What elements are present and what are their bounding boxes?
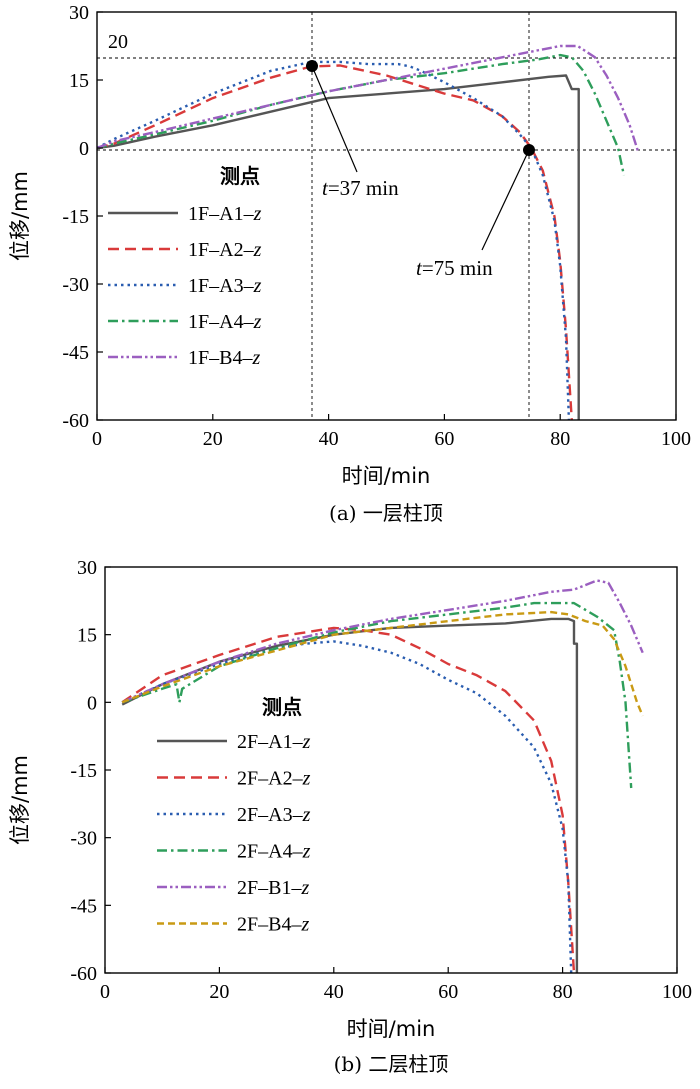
annotation-75-label: t=75 min bbox=[416, 256, 493, 280]
series-line-1f-a4-z bbox=[96, 53, 626, 176]
x-tick-label: 0 bbox=[100, 981, 110, 1003]
y-tick-label: -45 bbox=[70, 895, 97, 917]
annotation-75: t=75 min bbox=[416, 144, 535, 280]
legend-label-1f-b4-z: 1F–B4–z bbox=[188, 347, 260, 369]
x-axis-title: 时间/min bbox=[347, 1017, 436, 1041]
series-line-1f-a1-z bbox=[96, 74, 580, 420]
x-tick-label: 80 bbox=[550, 428, 570, 450]
series-line-2f-b1-z bbox=[121, 579, 644, 704]
series-line-2f-a4-z bbox=[121, 601, 633, 789]
panel-b-caption: (b) 二层柱顶 bbox=[334, 1052, 449, 1076]
legend-label-2f-a4-z: 2F–A4–z bbox=[237, 841, 311, 863]
series-line-1f-b4-z bbox=[96, 44, 640, 153]
series-line-2f-a2-z bbox=[121, 626, 576, 974]
legend-label-2f-a1-z: 2F–A1–z bbox=[237, 731, 311, 753]
legend-label-2f-b4-z: 2F–B4–z bbox=[237, 914, 309, 936]
y-axis-title: 位移/mm bbox=[8, 171, 32, 261]
leader-75 bbox=[481, 149, 530, 251]
x-tick-label: 40 bbox=[319, 428, 339, 450]
y-tick-label: -15 bbox=[70, 760, 97, 782]
legend: 测点 2F–A1–z 2F–A2–z 2F–A3–z 2F–A4–z 2F–B1–z 2F… bbox=[157, 695, 311, 936]
legend-label-2f-a2-z: 2F–A2–z bbox=[237, 768, 311, 790]
y-tick-label: -45 bbox=[62, 342, 89, 364]
x-tick-label: 40 bbox=[324, 981, 344, 1003]
x-tick-label: 0 bbox=[92, 428, 102, 450]
legend-label-1f-a3-z: 1F–A3–z bbox=[188, 275, 262, 297]
x-ticks: 0 20 40 60 80 100 bbox=[100, 967, 692, 1003]
series-line-2f-b4-z bbox=[121, 610, 644, 717]
axes bbox=[96, 11, 677, 421]
panel-a-chart: 20 0 20 40 60 80 100 30 15 0 -15 -30 -45 -60 t=37 m… bbox=[8, 2, 691, 525]
series-group bbox=[121, 579, 644, 974]
x-tick-label: 60 bbox=[438, 981, 458, 1003]
panel-b-chart: 0 20 40 60 80 100 30 15 0 -15 -30 -45 -60 测点 2F–A1–… bbox=[8, 557, 692, 1076]
y-tick-label: 15 bbox=[69, 70, 89, 92]
reference-lines: 20 bbox=[97, 12, 676, 420]
x-axis-title: 时间/min bbox=[342, 464, 431, 488]
y-ticks: 30 15 0 -15 -30 -45 -60 bbox=[62, 2, 103, 432]
legend-label-1f-a4-z: 1F–A4–z bbox=[188, 311, 262, 333]
y-tick-label: 0 bbox=[79, 138, 89, 160]
y-tick-label: -60 bbox=[70, 963, 97, 985]
legend-label-2f-b1-z: 2F–B1–z bbox=[237, 877, 309, 899]
panel-a-caption: (a) 一层柱顶 bbox=[329, 501, 443, 525]
annotation-37-label: t=37 min bbox=[322, 176, 399, 200]
y-tick-label: 0 bbox=[87, 692, 97, 714]
y-tick-label: -30 bbox=[62, 274, 89, 296]
x-tick-label: 80 bbox=[553, 981, 573, 1003]
y-ticks: 30 15 0 -15 -30 -45 -60 bbox=[70, 557, 111, 985]
x-tick-label: 100 bbox=[661, 428, 691, 450]
ref-label-20: 20 bbox=[108, 31, 128, 53]
y-tick-label: -30 bbox=[70, 828, 97, 850]
x-tick-label: 20 bbox=[209, 981, 229, 1003]
series-group bbox=[96, 44, 640, 421]
series-line-1f-a2-z bbox=[96, 64, 573, 421]
legend-label-2f-a3-z: 2F–A3–z bbox=[237, 804, 311, 826]
y-tick-label: -60 bbox=[62, 410, 89, 432]
y-tick-label: 30 bbox=[69, 2, 89, 24]
x-tick-label: 20 bbox=[203, 428, 223, 450]
y-tick-label: -15 bbox=[62, 206, 89, 228]
y-axis-title: 位移/mm bbox=[8, 755, 32, 845]
legend-label-1f-a1-z: 1F–A1–z bbox=[188, 203, 262, 225]
legend: 测点 1F–A1–z 1F–A2–z 1F–A3–z 1F–A4–z 1F–B4–z bbox=[108, 164, 262, 369]
x-tick-label: 60 bbox=[434, 428, 454, 450]
plot-frame bbox=[96, 11, 677, 421]
x-tick-label: 100 bbox=[662, 981, 692, 1003]
annotation-37: t=37 min bbox=[306, 60, 399, 200]
y-tick-label: 15 bbox=[77, 625, 97, 647]
y-tick-label: 30 bbox=[77, 557, 97, 579]
series-line-1f-a3-z bbox=[96, 60, 571, 421]
legend-label-1f-a2-z: 1F–A2–z bbox=[188, 239, 262, 261]
x-ticks: 0 20 40 60 80 100 bbox=[92, 414, 691, 450]
legend-title: 测点 bbox=[262, 695, 302, 719]
leader-37 bbox=[311, 65, 358, 173]
legend-title: 测点 bbox=[220, 164, 260, 188]
